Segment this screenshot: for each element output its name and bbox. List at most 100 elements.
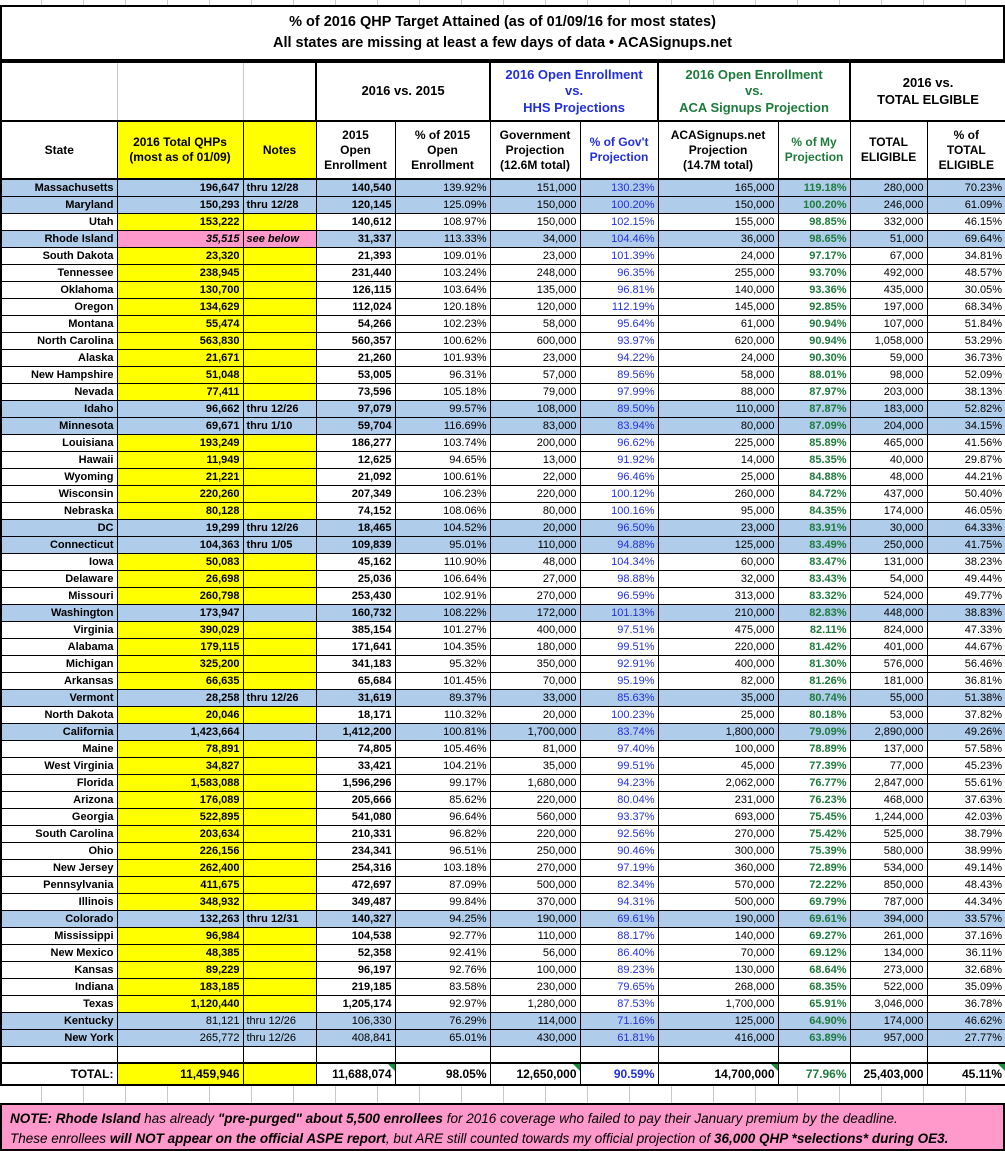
cell-pct2015: 94.25%: [394, 909, 491, 928]
cell-aca: 1,700,000: [657, 994, 779, 1013]
cell-eligible: 824,000: [849, 620, 928, 639]
cell-gov: 57,000: [489, 365, 581, 384]
cell-state: Maryland: [0, 195, 118, 214]
cell-pctgov: 99.51%: [579, 637, 659, 656]
cell-qhps: 193,249: [116, 433, 244, 452]
cell-pctgov: 88.17%: [579, 926, 659, 945]
cell-pct2015: 103.74%: [394, 433, 491, 452]
cell-oe2015: 18,465: [315, 518, 396, 537]
cell-pctgov: 71.16%: [579, 1011, 659, 1030]
title-line-1: % of 2016 QHP Target Attained (as of 01/…: [289, 13, 716, 30]
cell-gov: 400,000: [489, 620, 581, 639]
cell-pctmy: 83.49%: [777, 535, 851, 554]
cell-aca: 100,000: [657, 739, 779, 758]
cell-notes: [242, 467, 317, 486]
table-row-oklahoma: Oklahoma 130,700 126,115 103.64% 135,000 96.8…: [0, 280, 1005, 299]
cell-gov: 34,000: [489, 229, 581, 248]
cell-gov: 250,000: [489, 841, 581, 860]
cell-qhps: 203,634: [116, 824, 244, 843]
cell-empty: [394, 1045, 491, 1064]
cell-oe2015: 349,487: [315, 892, 396, 911]
cell-aca: 145,000: [657, 297, 779, 316]
cell-state: DC: [0, 518, 118, 537]
cell-aca: 88,000: [657, 382, 779, 401]
group-header-2: 2016 Open Enrollment vs. HHS Projections: [489, 61, 660, 122]
cell-pctmy: 75.45%: [777, 807, 851, 826]
cell-pctelig: 38.79%: [926, 824, 1005, 843]
cell-oe2015: 97,079: [315, 399, 396, 418]
cell-gov: 430,000: [489, 1028, 581, 1047]
cell-oe2015: 126,115: [315, 280, 396, 299]
cell-oe2015: 12,625: [315, 450, 396, 469]
cell-pct2015: 139.92%: [394, 178, 491, 197]
table-row-new-jersey: New Jersey 262,400 254,316 103.18% 270,000 97…: [0, 858, 1005, 877]
rhode-island-note: NOTE: Rhode Island has already "pre-purg…: [0, 1103, 1005, 1151]
note-line-2: These enrollees will NOT appear on the o…: [10, 1129, 995, 1149]
cell-pctgov: 94.88%: [579, 535, 659, 554]
cell-notes: [242, 586, 317, 605]
cell-pctgov: 82.34%: [579, 875, 659, 894]
cell-pct2015: 108.06%: [394, 501, 491, 520]
cell-notes: [242, 603, 317, 622]
cell-pctmy: 69.79%: [777, 892, 851, 911]
cell-notes: [242, 773, 317, 792]
cell-pctgov: 86.40%: [579, 943, 659, 962]
cell-qhps: 104,363: [116, 535, 244, 554]
cell-pctgov: 99.51%: [579, 756, 659, 775]
cell-pct2015: 89.37%: [394, 688, 491, 707]
cell-notes: [242, 263, 317, 282]
cell-eligible: 468,000: [849, 790, 928, 809]
cell-aca: 125,000: [657, 535, 779, 554]
cell-oe2015: 210,331: [315, 824, 396, 843]
cell-pct2015: 105.46%: [394, 739, 491, 758]
cell-notes: [242, 280, 317, 299]
cell-pctgov: 100.23%: [579, 705, 659, 724]
note-segment: , but ARE still counted towards my offic…: [385, 1130, 715, 1146]
cell-gov: 81,000: [489, 739, 581, 758]
column-header-qhps: 2016 Total QHPs (most as of 01/09): [116, 120, 244, 180]
cell-eligible: 53,000: [849, 705, 928, 724]
cell-empty: [777, 1045, 851, 1064]
cell-pctelig: 68.34%: [926, 297, 1005, 316]
cell-pct2015: 109.01%: [394, 246, 491, 265]
cell-notes: thru 12/26: [242, 688, 317, 707]
cell-qhps: 28,258: [116, 688, 244, 707]
cell-qhps: 50,083: [116, 552, 244, 571]
cell-aca: 80,000: [657, 416, 779, 435]
cell-pctelig: 69.64%: [926, 229, 1005, 248]
cell-pctelig: 37.16%: [926, 926, 1005, 945]
cell-pct2015: 96.51%: [394, 841, 491, 860]
table-row-mississippi: Mississippi 96,984 104,538 92.77% 110,000 88.…: [0, 926, 1005, 945]
cell-oe2015: 234,341: [315, 841, 396, 860]
table-row-ohio: Ohio 226,156 234,341 96.51% 250,000 90.46% 300…: [0, 841, 1005, 860]
table-row-alabama: Alabama 179,115 171,641 104.35% 180,000 99.51…: [0, 637, 1005, 656]
cell-pctelig: 51.84%: [926, 314, 1005, 333]
cell-qhps: 325,200: [116, 654, 244, 673]
cell-oe2015: 207,349: [315, 484, 396, 503]
cell-pct2015: 95.32%: [394, 654, 491, 673]
cell-pctelig: 46.05%: [926, 501, 1005, 520]
cell-qhps: 35,515: [116, 229, 244, 248]
cell-notes: [242, 501, 317, 520]
cell-pctgov: 97.99%: [579, 382, 659, 401]
table-row-new-mexico: New Mexico 48,385 52,358 92.41% 56,000 86.40%…: [0, 943, 1005, 962]
cell-oe2015: 109,839: [315, 535, 396, 554]
gap-gridline-strip: [0, 1086, 1005, 1103]
table-row-nebraska: Nebraska 80,128 74,152 108.06% 80,000 100.16%…: [0, 501, 1005, 520]
cell-pct2015: 105.18%: [394, 382, 491, 401]
cell-state: New York: [0, 1028, 118, 1047]
title-line-2: All states are missing at least a few da…: [272, 35, 732, 51]
cell-gov: 56,000: [489, 943, 581, 962]
cell-pct2015: 99.57%: [394, 399, 491, 418]
table-row-arkansas: Arkansas 66,635 65,684 101.45% 70,000 95.19% 8…: [0, 671, 1005, 690]
cell-pctelig: 57.58%: [926, 739, 1005, 758]
cell-pct2015: 108.22%: [394, 603, 491, 622]
cell-pctmy: 93.36%: [777, 280, 851, 299]
cell-oe2015: 160,732: [315, 603, 396, 622]
cell-aca: 416,000: [657, 1028, 779, 1047]
cell-eligible: 174,000: [849, 501, 928, 520]
cell-gov: 560,000: [489, 807, 581, 826]
cell-pctgov: 95.64%: [579, 314, 659, 333]
cell-state: Alabama: [0, 637, 118, 656]
cell-state: Hawaii: [0, 450, 118, 469]
